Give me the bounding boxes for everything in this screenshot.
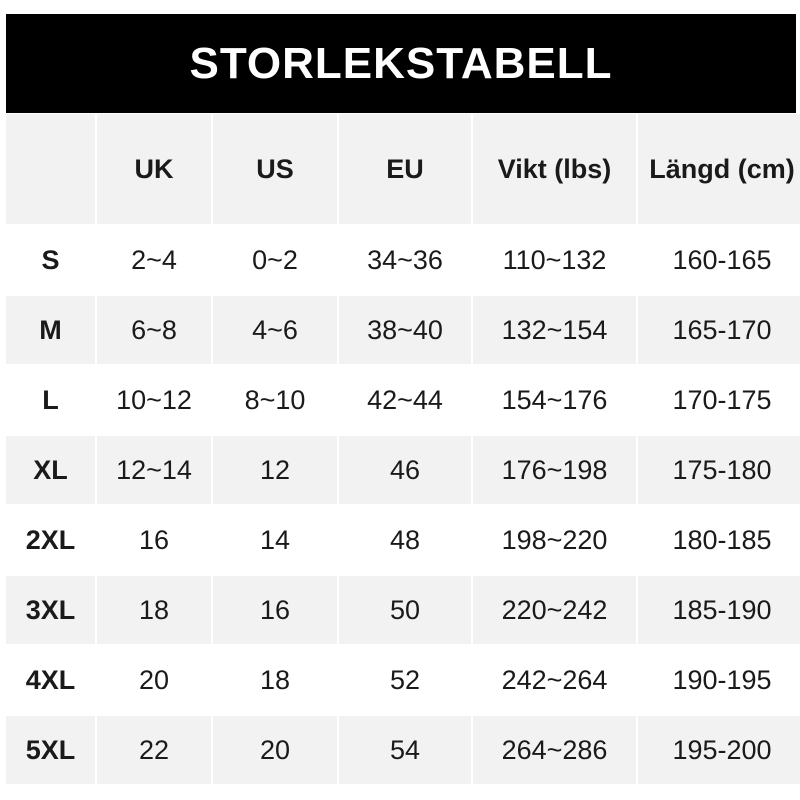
- page-title: STORLEKSTABELL: [6, 14, 796, 113]
- table-cell: 46: [339, 436, 471, 504]
- table-cell: 180-185: [638, 506, 800, 574]
- table-cell: 220~242: [473, 576, 636, 644]
- size-label: 4XL: [6, 646, 95, 714]
- table-cell: 195-200: [638, 716, 800, 784]
- table-cell: 264~286: [473, 716, 636, 784]
- table-cell: 38~40: [339, 296, 471, 364]
- column-header: EU: [339, 114, 471, 224]
- table-row: XL 12~14 12 46 176~198 175-180: [6, 436, 800, 504]
- size-label: 3XL: [6, 576, 95, 644]
- table-row: 2XL 16 14 48 198~220 180-185: [6, 506, 800, 574]
- table-cell: 2~4: [97, 226, 211, 294]
- table-row: S 2~4 0~2 34~36 110~132 160-165: [6, 226, 800, 294]
- table-cell: 52: [339, 646, 471, 714]
- column-header: US: [213, 114, 337, 224]
- table-cell: 110~132: [473, 226, 636, 294]
- table-cell: 132~154: [473, 296, 636, 364]
- table-cell: 8~10: [213, 366, 337, 434]
- column-header: UK: [97, 114, 211, 224]
- table-cell: 12: [213, 436, 337, 504]
- table-cell: 154~176: [473, 366, 636, 434]
- table-cell: 54: [339, 716, 471, 784]
- column-header: [6, 114, 95, 224]
- table-cell: 198~220: [473, 506, 636, 574]
- table-cell: 14: [213, 506, 337, 574]
- table-cell: 48: [339, 506, 471, 574]
- table-cell: 10~12: [97, 366, 211, 434]
- table-cell: 6~8: [97, 296, 211, 364]
- table-cell: 20: [213, 716, 337, 784]
- table-cell: 18: [97, 576, 211, 644]
- table-cell: 190-195: [638, 646, 800, 714]
- table-cell: 160-165: [638, 226, 800, 294]
- table-cell: 176~198: [473, 436, 636, 504]
- table-row: 3XL 18 16 50 220~242 185-190: [6, 576, 800, 644]
- size-label: S: [6, 226, 95, 294]
- table-cell: 0~2: [213, 226, 337, 294]
- table-cell: 50: [339, 576, 471, 644]
- size-label: 5XL: [6, 716, 95, 784]
- table-row: M 6~8 4~6 38~40 132~154 165-170: [6, 296, 800, 364]
- table-cell: 170-175: [638, 366, 800, 434]
- size-label: L: [6, 366, 95, 434]
- header-row: UK US EU Vikt (lbs) Längd (cm): [6, 114, 800, 224]
- size-label: XL: [6, 436, 95, 504]
- column-header: Längd (cm): [638, 114, 800, 224]
- table-row: 4XL 20 18 52 242~264 190-195: [6, 646, 800, 714]
- table-cell: 34~36: [339, 226, 471, 294]
- table-cell: 16: [97, 506, 211, 574]
- size-label: 2XL: [6, 506, 95, 574]
- table-cell: 165-170: [638, 296, 800, 364]
- size-table: UK US EU Vikt (lbs) Längd (cm) S 2~4 0~2 34~36 1…: [4, 112, 800, 786]
- table-cell: 12~14: [97, 436, 211, 504]
- table-cell: 242~264: [473, 646, 636, 714]
- table-cell: 175-180: [638, 436, 800, 504]
- table-cell: 18: [213, 646, 337, 714]
- table-cell: 42~44: [339, 366, 471, 434]
- table-cell: 22: [97, 716, 211, 784]
- table-cell: 20: [97, 646, 211, 714]
- table-cell: 4~6: [213, 296, 337, 364]
- table-cell: 16: [213, 576, 337, 644]
- table-cell: 185-190: [638, 576, 800, 644]
- table-row: 5XL 22 20 54 264~286 195-200: [6, 716, 800, 784]
- size-label: M: [6, 296, 95, 364]
- column-header: Vikt (lbs): [473, 114, 636, 224]
- table-row: L 10~12 8~10 42~44 154~176 170-175: [6, 366, 800, 434]
